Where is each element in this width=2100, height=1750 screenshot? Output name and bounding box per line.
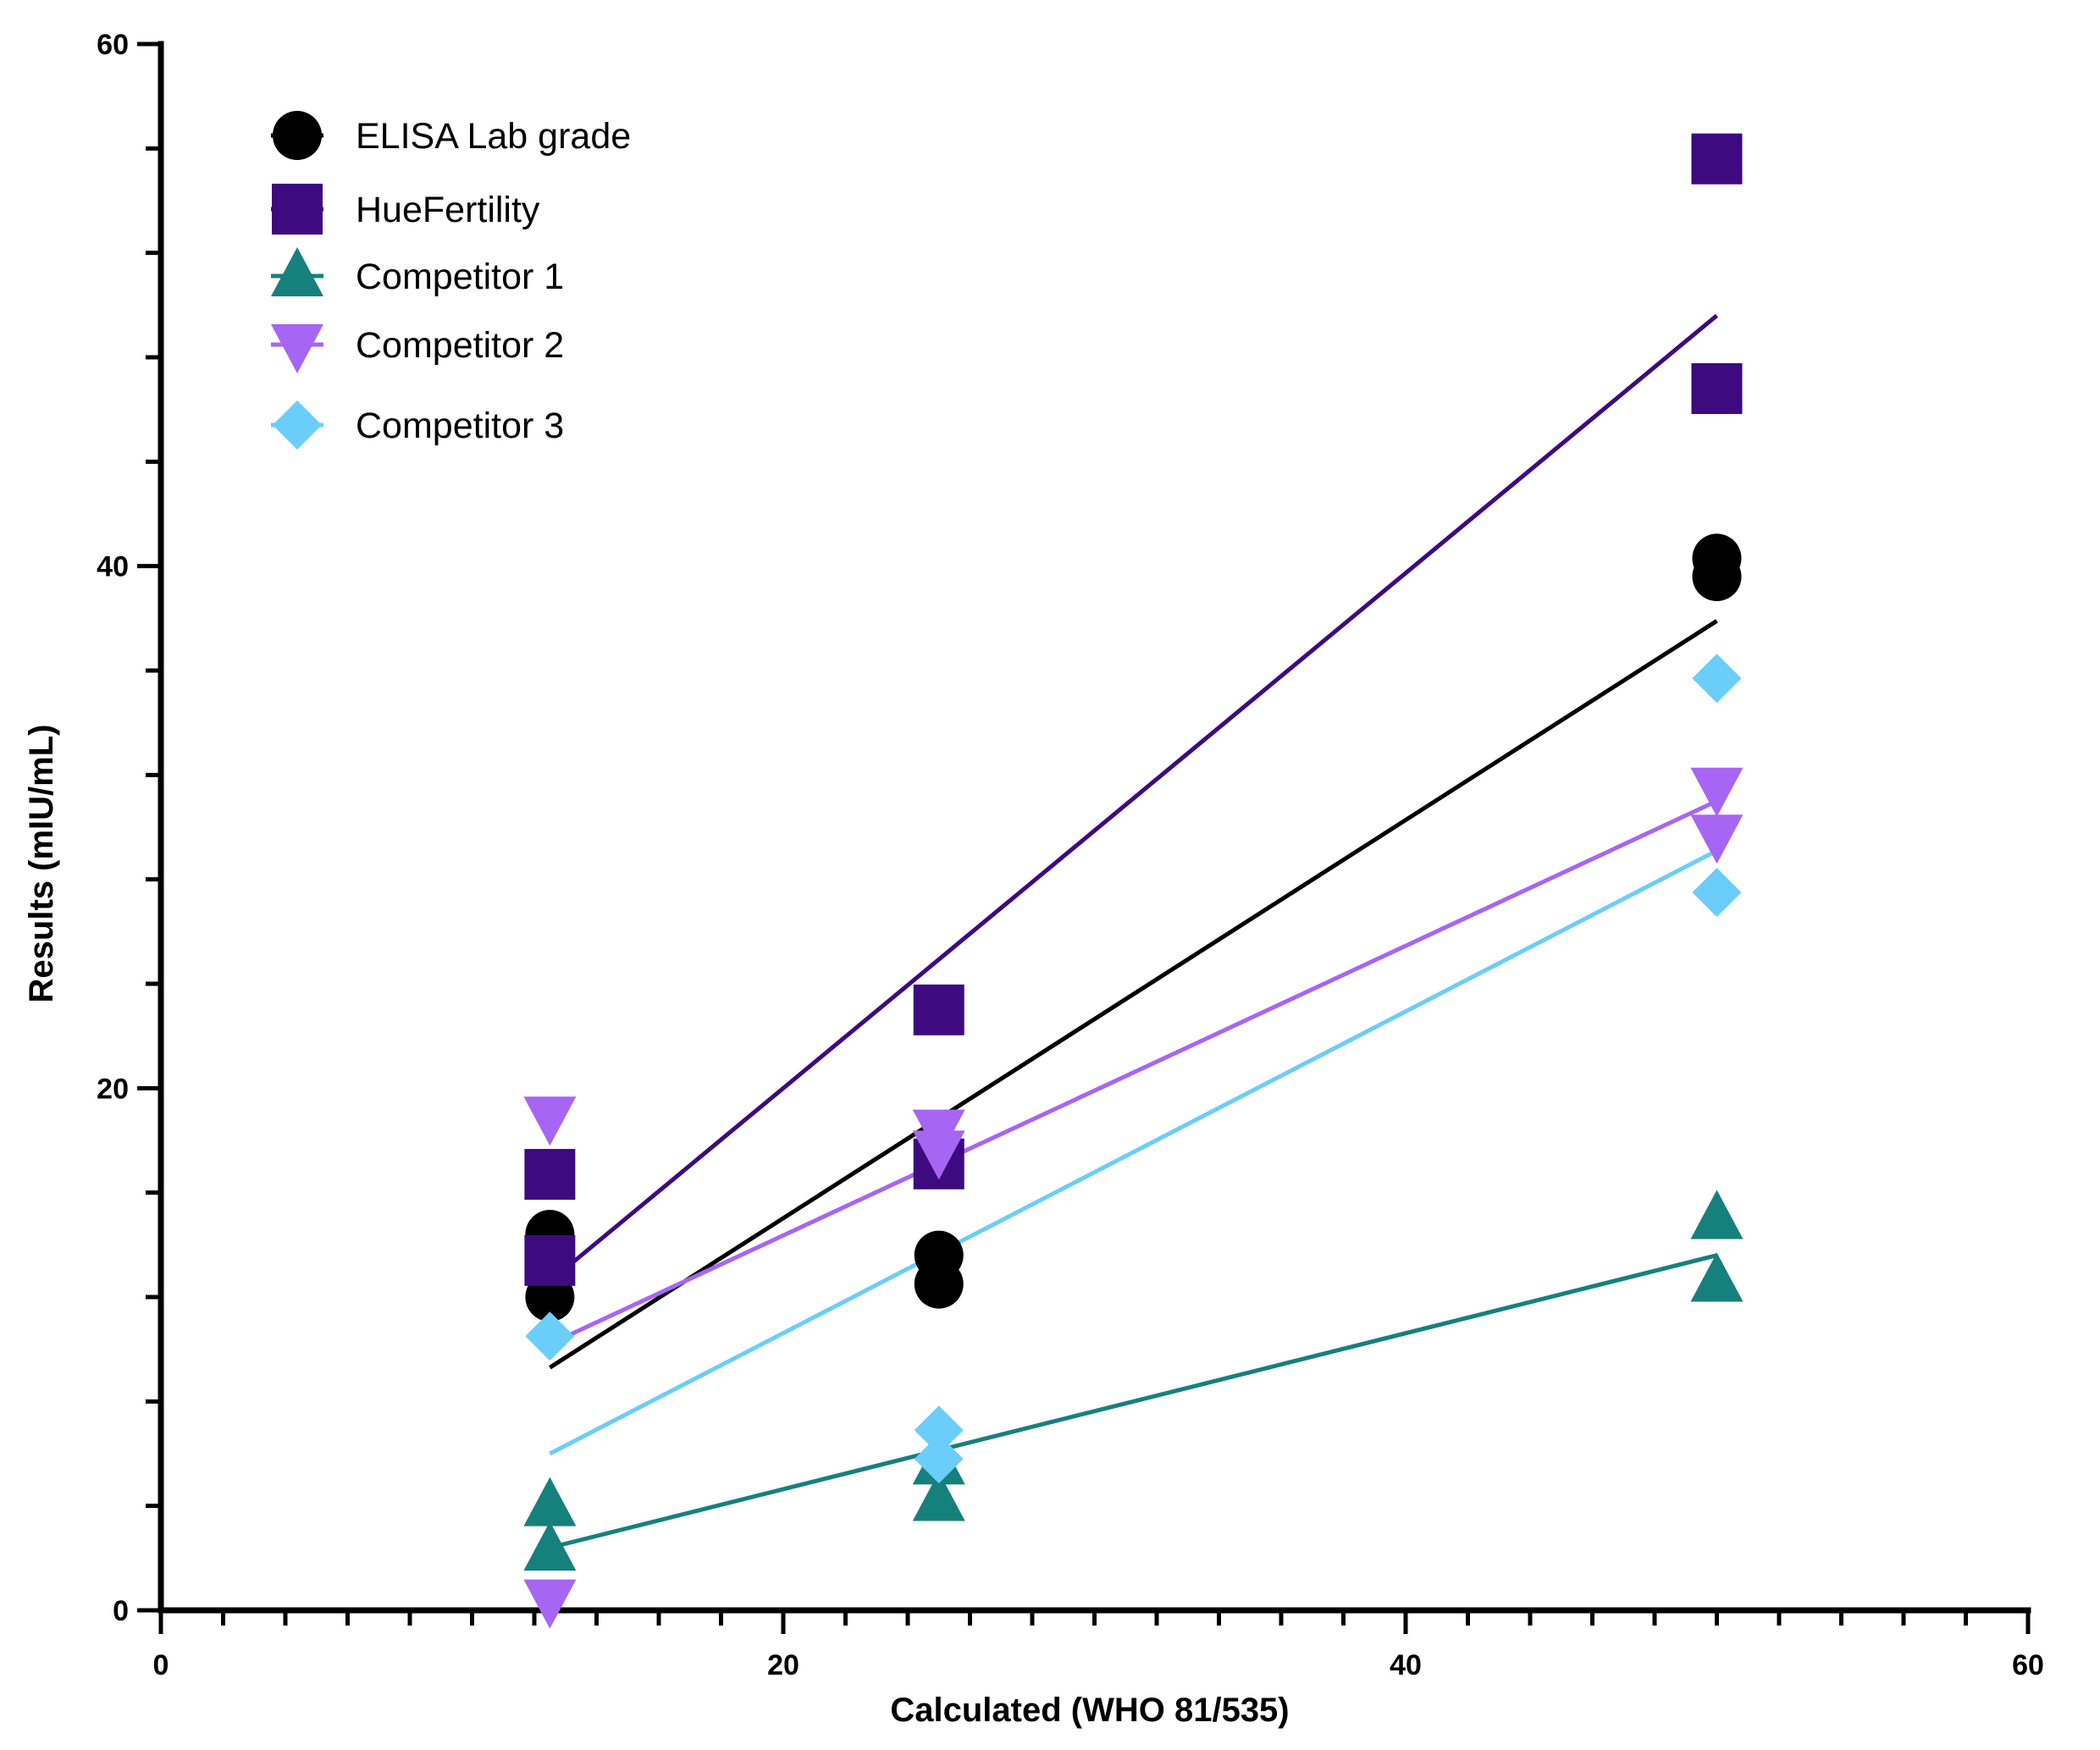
data-point [523, 1521, 577, 1571]
data-point [1690, 814, 1744, 864]
fit-lines [548, 313, 1719, 1550]
legend-marker [271, 324, 323, 373]
legend-marker [271, 247, 323, 296]
legend-label: ELISA Lab grade [356, 116, 631, 157]
axes: 0 20 40 60 0 20 40 60 [97, 29, 2044, 1681]
y-axis-title: Results (mIU/mL) [23, 725, 60, 1003]
y-tick-label: 40 [97, 551, 129, 583]
legend-label: Competitor 1 [356, 257, 564, 297]
fit-line [549, 1253, 1718, 1550]
data-point [912, 1471, 965, 1521]
data-point [1691, 363, 1743, 414]
y-tick-label: 0 [113, 1595, 129, 1627]
fit-line [549, 619, 1718, 1370]
data-point [1690, 1190, 1744, 1239]
x-tick-label: 60 [2012, 1649, 2044, 1681]
data-point [1690, 1252, 1744, 1302]
x-tick-label: 40 [1390, 1649, 1422, 1681]
legend-label: Competitor 3 [356, 406, 564, 446]
y-tick-label: 60 [97, 29, 129, 61]
data-point [1692, 654, 1742, 704]
legend: ELISA Lab grade HueFertility Competitor 1 C… [271, 111, 631, 450]
legend-label: Competitor 2 [356, 325, 564, 366]
legend-marker [273, 111, 322, 160]
data-point [1691, 133, 1743, 185]
data-point [914, 1259, 964, 1309]
data-point [1692, 552, 1742, 601]
data-points [523, 133, 1744, 1629]
data-point [523, 1477, 577, 1526]
data-point [524, 1149, 576, 1201]
data-point [523, 1096, 577, 1146]
data-point [1692, 868, 1742, 918]
x-tick-label: 20 [767, 1649, 799, 1681]
x-axis-title: Calculated (WHO 81/535) [890, 1692, 1289, 1729]
data-point [1690, 767, 1744, 817]
data-point [912, 1130, 965, 1180]
legend-marker [273, 400, 322, 450]
x-tick-label: 0 [153, 1649, 169, 1681]
data-point [914, 1434, 964, 1484]
fit-line [549, 848, 1718, 1456]
legend-label: HueFertility [356, 190, 540, 230]
data-point [525, 1311, 575, 1361]
fit-line [548, 313, 1719, 1284]
data-point [913, 984, 964, 1035]
data-point [524, 1234, 576, 1286]
y-tick-label: 20 [97, 1073, 129, 1105]
legend-marker [272, 184, 323, 235]
data-point [523, 1579, 577, 1629]
fit-line [549, 798, 1718, 1346]
data-point [914, 1405, 964, 1455]
